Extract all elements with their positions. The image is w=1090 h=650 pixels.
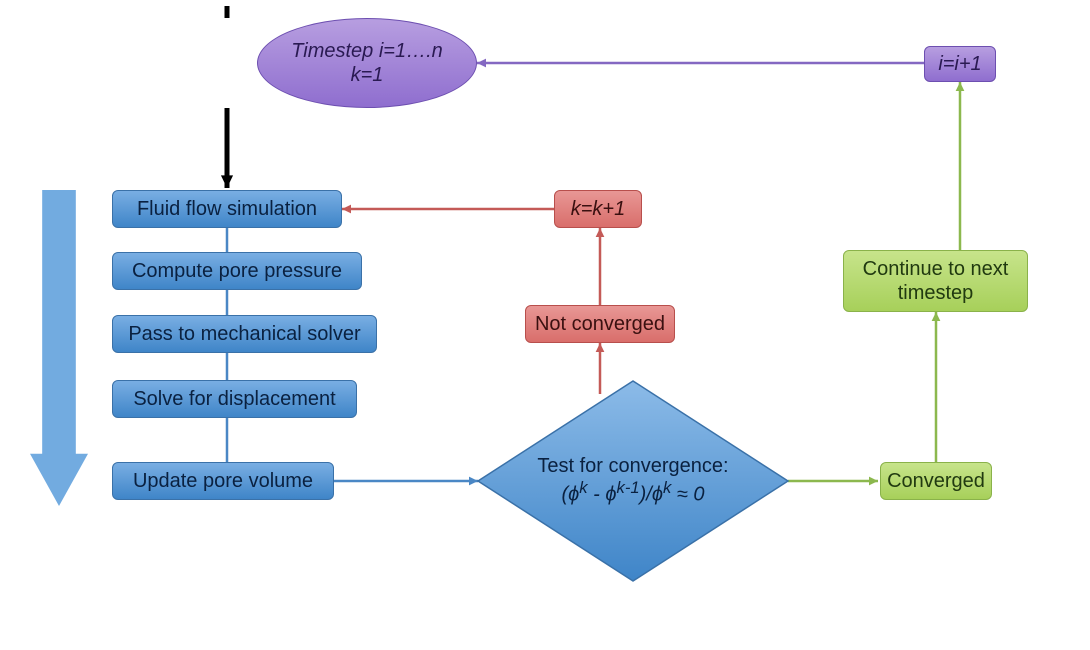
update-volume-node: Update pore volume (112, 462, 334, 500)
pass-solver-node: Pass to mechanical solver (112, 315, 377, 353)
continue-next-line1: Continue to next (863, 258, 1009, 280)
not-converged-node: Not converged (525, 305, 675, 343)
converged-node: Converged (880, 462, 992, 500)
converged-label: Converged (887, 469, 985, 493)
timestep-node: Timestep i=1….n k=1 (257, 18, 477, 108)
k-increment-label: k=k+1 (571, 197, 625, 221)
i-increment-node: i=i+1 (924, 46, 996, 82)
convergence-test-node: Test for convergence: (ϕk - ϕk-1)/ϕk ≈ 0 (478, 381, 788, 581)
solve-displacement-label: Solve for displacement (133, 387, 335, 411)
fluid-flow-label: Fluid flow simulation (137, 197, 317, 221)
sequence-direction-arrow (30, 190, 88, 506)
i-increment-label: i=i+1 (938, 52, 981, 76)
update-volume-label: Update pore volume (133, 469, 313, 493)
compute-pressure-node: Compute pore pressure (112, 252, 362, 290)
k-increment-node: k=k+1 (554, 190, 642, 228)
fluid-flow-node: Fluid flow simulation (112, 190, 342, 228)
timestep-line2: k=1 (351, 64, 384, 86)
continue-next-node: Continue to next timestep (843, 250, 1028, 312)
timestep-line1: Timestep i=1….n (291, 40, 443, 62)
not-converged-label: Not converged (535, 312, 665, 336)
solve-displacement-node: Solve for displacement (112, 380, 357, 418)
pass-solver-label: Pass to mechanical solver (128, 322, 360, 346)
continue-next-line2: timestep (898, 282, 974, 304)
compute-pressure-label: Compute pore pressure (132, 259, 342, 283)
convergence-test-formula: (ϕk - ϕk-1)/ϕk ≈ 0 (561, 478, 704, 507)
convergence-test-line1: Test for convergence: (537, 455, 728, 478)
